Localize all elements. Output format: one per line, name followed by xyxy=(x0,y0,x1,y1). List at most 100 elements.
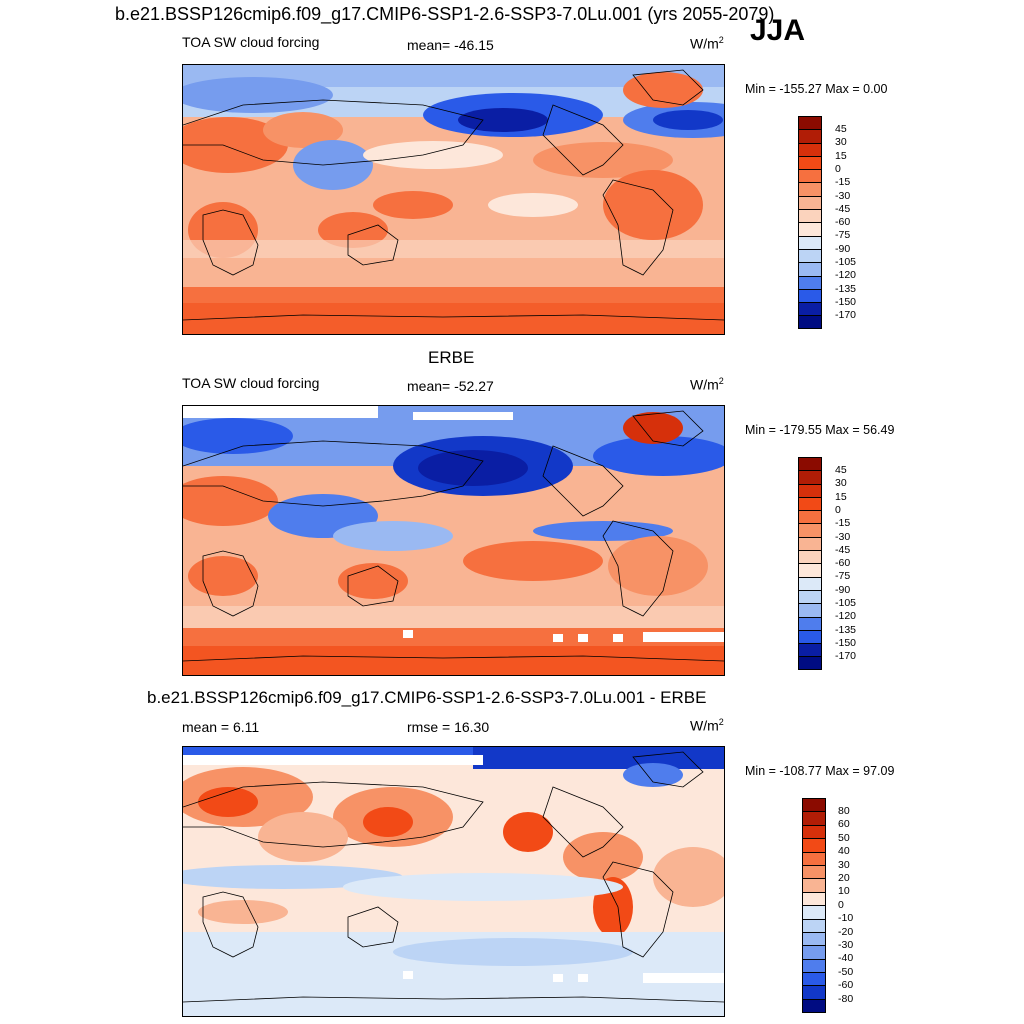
panel1-minmax: Min = -155.27 Max = 0.00 xyxy=(745,82,888,96)
colorbar-box xyxy=(799,196,821,211)
panel3-colorbar xyxy=(802,798,826,1013)
colorbar-tick-label: 40 xyxy=(838,845,850,858)
colorbar-tick-label: -15 xyxy=(835,176,851,189)
colorbar-box xyxy=(803,946,825,960)
colorbar-box xyxy=(799,497,821,512)
colorbar-tick-label: 80 xyxy=(838,805,850,817)
panel3-rmse-label: rmse = 16.30 xyxy=(407,719,490,735)
colorbar-box xyxy=(799,604,821,618)
colorbar-box xyxy=(799,236,821,250)
panel1-colorbar xyxy=(798,116,822,329)
colorbar-tick-label: -135 xyxy=(835,623,857,636)
colorbar-tick-label: 20 xyxy=(838,872,850,884)
season-label: JJA xyxy=(750,14,806,47)
colorbar-tick-label: 45 xyxy=(835,123,847,135)
colorbar-box xyxy=(803,812,825,826)
colorbar-box xyxy=(799,143,821,157)
colorbar-box xyxy=(799,210,821,224)
colorbar-tick-label: 15 xyxy=(835,490,847,503)
colorbar-box xyxy=(799,537,821,552)
panel2-units: W/m2 xyxy=(690,376,724,393)
colorbar-tick-label: -120 xyxy=(835,269,857,282)
colorbar-box xyxy=(799,263,821,277)
colorbar-tick-label: -105 xyxy=(835,256,857,268)
panel1-map-svg xyxy=(183,65,724,334)
panel1-units: W/m2 xyxy=(690,35,724,52)
colorbar-tick-label: -120 xyxy=(835,610,857,623)
colorbar-tick-label: -10 xyxy=(838,912,854,925)
colorbar-tick-label: -170 xyxy=(835,650,857,663)
figure-title: b.e21.BSSP126cmip6.f09_g17.CMIP6-SSP1-2.… xyxy=(115,4,775,24)
colorbar-tick-label: 60 xyxy=(838,818,850,831)
panel2-colorbar xyxy=(798,457,822,670)
colorbar-tick-label: -150 xyxy=(835,295,857,308)
colorbar-tick-label: -135 xyxy=(835,282,857,295)
colorbar-tick-label: -45 xyxy=(835,543,851,556)
panel1-variable-label: TOA SW cloud forcing xyxy=(182,34,320,50)
colorbar-box xyxy=(799,564,821,578)
panel3-map-svg xyxy=(183,747,724,1016)
colorbar-tick-label: -40 xyxy=(838,952,854,965)
colorbar-box xyxy=(799,316,821,328)
colorbar-tick-label: -60 xyxy=(835,216,851,229)
colorbar-box xyxy=(799,303,821,317)
colorbar-tick-label: -50 xyxy=(838,965,854,978)
colorbar-box xyxy=(799,249,821,264)
colorbar-box xyxy=(803,986,825,1000)
colorbar-tick-label: -170 xyxy=(835,309,857,322)
panel1-mean-label: mean= -46.15 xyxy=(407,37,494,53)
panel3-units: W/m2 xyxy=(690,717,724,734)
panel3-heading: b.e21.BSSP126cmip6.f09_g17.CMIP6-SSP1-2.… xyxy=(147,688,707,707)
colorbar-tick-label: -75 xyxy=(835,229,851,242)
colorbar-tick-label: -90 xyxy=(835,583,851,596)
colorbar-box xyxy=(799,130,821,144)
colorbar-box xyxy=(799,289,821,304)
colorbar-box xyxy=(803,999,825,1012)
colorbar-box xyxy=(799,223,821,237)
panel2-minmax: Min = -179.55 Max = 56.49 xyxy=(745,423,895,437)
panel2-map-svg xyxy=(183,406,724,675)
panel3-mean-label: mean = 6.11 xyxy=(182,719,260,735)
colorbar-box xyxy=(803,932,825,947)
colorbar-tick-label: 0 xyxy=(835,503,841,516)
colorbar-box xyxy=(803,799,825,813)
colorbar-box xyxy=(799,657,821,669)
colorbar-tick-label: 30 xyxy=(835,477,847,490)
colorbar-box xyxy=(803,825,825,840)
colorbar-box xyxy=(799,183,821,197)
colorbar-tick-label: 10 xyxy=(838,885,850,898)
colorbar-tick-label: 15 xyxy=(835,149,847,162)
panel3-minmax: Min = -108.77 Max = 97.09 xyxy=(745,764,895,778)
colorbar-tick-label: -20 xyxy=(838,925,854,938)
colorbar-box xyxy=(803,892,825,907)
colorbar-box xyxy=(799,644,821,658)
colorbar-box xyxy=(803,879,825,893)
colorbar-tick-label: -30 xyxy=(835,530,851,543)
panel2-heading: ERBE xyxy=(428,348,475,367)
colorbar-tick-label: -105 xyxy=(835,597,857,609)
colorbar-box xyxy=(799,551,821,565)
colorbar-tick-label: -30 xyxy=(835,189,851,202)
panel1-map xyxy=(182,64,725,335)
colorbar-box xyxy=(803,839,825,853)
colorbar-tick-label: -80 xyxy=(838,992,854,1005)
colorbar-box xyxy=(803,959,825,974)
colorbar-tick-label: 30 xyxy=(838,858,850,871)
colorbar-tick-label: -75 xyxy=(835,570,851,583)
colorbar-box xyxy=(799,590,821,605)
colorbar-box xyxy=(799,577,821,591)
colorbar-tick-label: -15 xyxy=(835,517,851,530)
colorbar-box xyxy=(799,117,821,131)
colorbar-box xyxy=(799,471,821,485)
panel2-variable-label: TOA SW cloud forcing xyxy=(182,375,320,391)
colorbar-tick-label: 30 xyxy=(835,136,847,149)
colorbar-tick-label: 0 xyxy=(838,898,844,911)
colorbar-box xyxy=(799,458,821,472)
colorbar-box xyxy=(803,919,825,933)
colorbar-box xyxy=(799,276,821,290)
colorbar-box xyxy=(799,617,821,631)
colorbar-tick-label: -60 xyxy=(838,979,854,992)
colorbar-tick-label: -45 xyxy=(835,202,851,215)
panel2-map xyxy=(182,405,725,676)
colorbar-box xyxy=(803,865,825,880)
